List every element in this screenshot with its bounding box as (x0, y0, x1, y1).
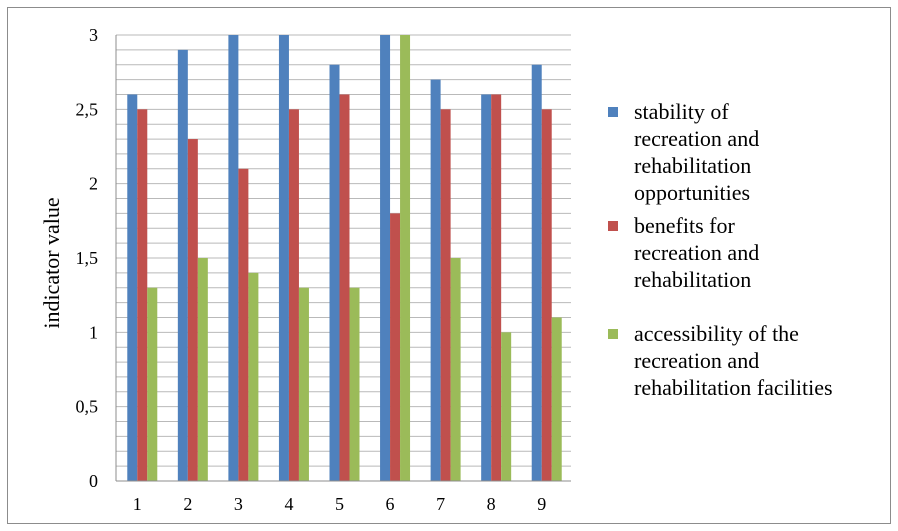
legend-item: benefits for recreation and rehabilitati… (608, 212, 898, 293)
bar-1-4 (278, 35, 289, 481)
bar-chart: 0 0,5 1 1,5 2 2,5 3 1 2 3 4 5 6 7 8 9 indicator value (39, 25, 571, 514)
bar-2-4 (288, 109, 299, 481)
bar-2-6 (390, 213, 401, 481)
bar-1-7 (430, 79, 441, 481)
y-axis-title: indicator value (39, 197, 64, 328)
y-tick-label: 3 (89, 25, 98, 45)
bar-1-8 (481, 94, 492, 481)
legend-label: benefits for recreation and rehabilitati… (634, 213, 760, 292)
bar-3-5 (349, 287, 360, 481)
x-tick-label: 6 (386, 494, 395, 514)
bar-2-5 (339, 94, 350, 481)
legend: stability of recreation and rehabilitati… (608, 98, 898, 401)
bar-3-7 (450, 258, 461, 481)
bar-2-1 (137, 109, 148, 481)
bar-1-5 (329, 64, 340, 481)
y-tick-label: 1,5 (76, 248, 99, 268)
bar-3-6 (400, 35, 411, 481)
x-tick-label: 2 (183, 494, 192, 514)
bar-3-3 (248, 272, 259, 481)
chart-frame: 0 0,5 1 1,5 2 2,5 3 1 2 3 4 5 6 7 8 9 indicator value st… (7, 7, 891, 524)
x-tick-label: 9 (537, 494, 546, 514)
bar-3-1 (147, 287, 158, 481)
bar-1-1 (127, 94, 138, 481)
bar-1-9 (531, 64, 542, 481)
y-tick-label: 2 (89, 174, 98, 194)
legend-swatch (608, 107, 618, 117)
bar-1-2 (177, 49, 188, 481)
bar-2-8 (491, 94, 502, 481)
bar-3-2 (197, 258, 208, 481)
legend-item: stability of recreation and rehabilitati… (608, 98, 898, 206)
bar-3-9 (551, 317, 562, 481)
legend-label: accessibility of the recreation and reha… (634, 321, 833, 400)
legend-swatch (608, 221, 618, 231)
legend-item: accessibility of the recreation and reha… (608, 320, 898, 401)
legend-swatch (608, 329, 618, 339)
x-tick-label: 5 (335, 494, 344, 514)
bar-2-9 (541, 109, 552, 481)
bar-2-3 (238, 168, 249, 482)
bar-3-8 (501, 332, 512, 481)
x-tick-label: 3 (234, 494, 243, 514)
x-tick-label: 7 (436, 494, 445, 514)
y-tick-label: 0,5 (76, 397, 99, 417)
bar-3-4 (298, 287, 309, 481)
x-tick-label: 8 (487, 494, 496, 514)
bar-1-6 (380, 35, 391, 481)
x-tick-label: 4 (284, 494, 293, 514)
y-tick-label: 2,5 (76, 99, 99, 119)
y-tick-label: 1 (89, 322, 98, 342)
x-tick-label: 1 (133, 494, 142, 514)
y-tick-label: 0 (89, 471, 98, 491)
legend-label: stability of recreation and rehabilitati… (634, 99, 760, 205)
bar-2-7 (440, 109, 451, 481)
bar-1-3 (228, 35, 239, 481)
bar-2-2 (187, 139, 198, 482)
